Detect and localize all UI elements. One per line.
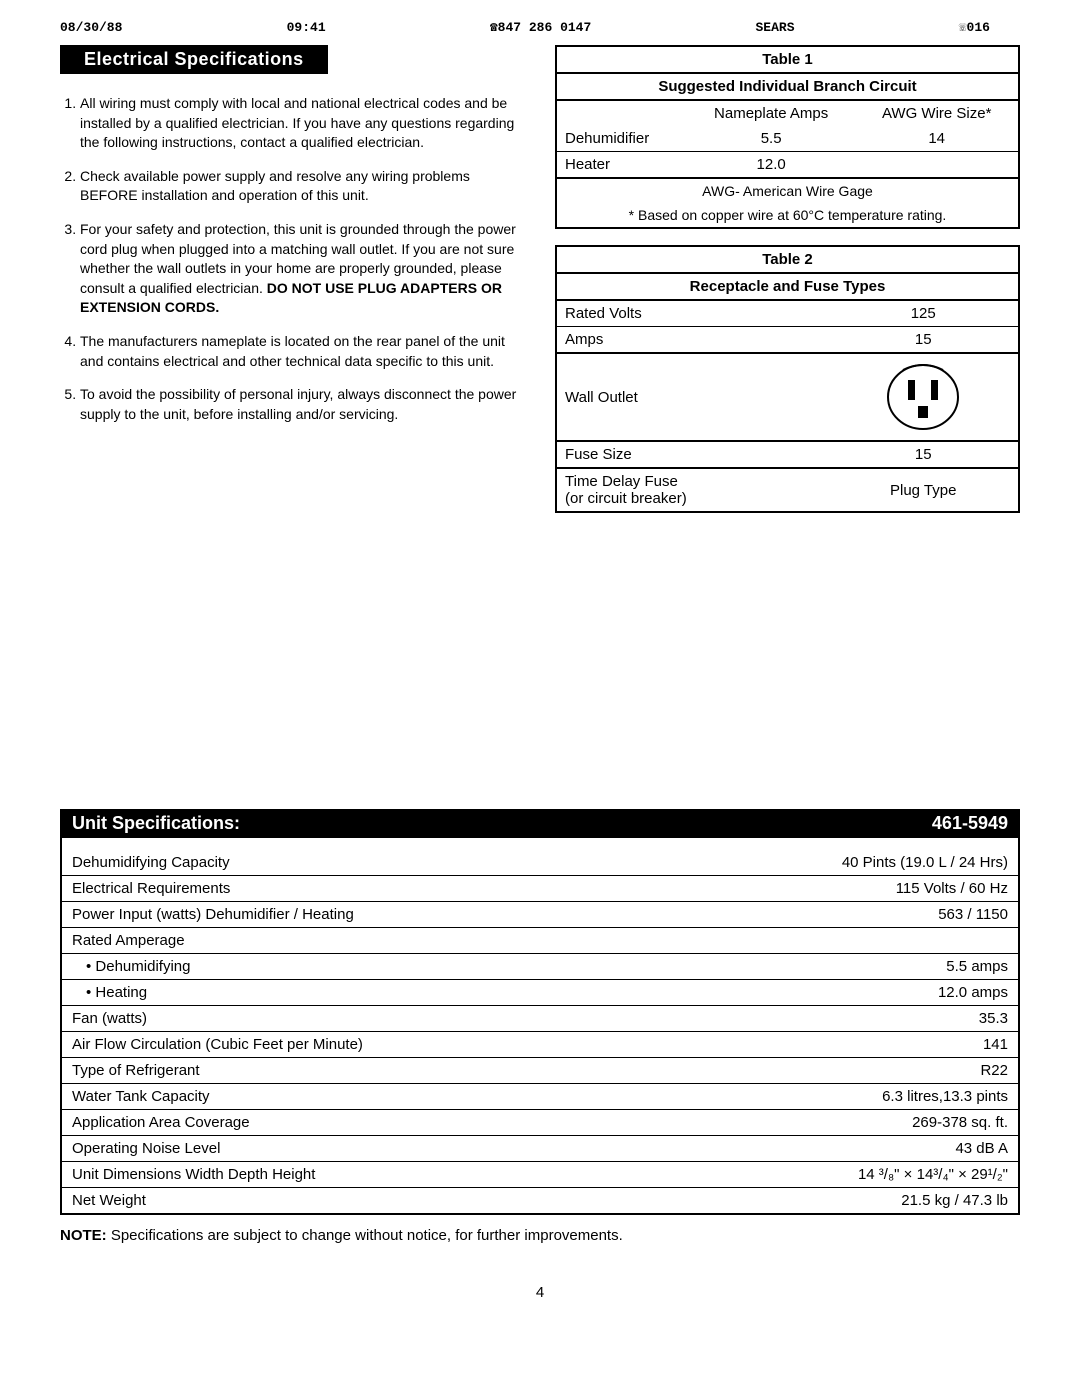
spec-r0-label: Dehumidifying Capacity bbox=[72, 854, 540, 871]
spec-r8-label: Type of Refrigerant bbox=[72, 1062, 540, 1079]
fax-date: 08/30/88 bbox=[60, 20, 122, 35]
table-2-r1c1: 15 bbox=[828, 327, 1019, 354]
table-2-outlet-cell bbox=[828, 353, 1019, 441]
spec-r13-label: Net Weight bbox=[72, 1192, 540, 1209]
spec-r3-val bbox=[540, 932, 1008, 949]
table-1-header-0 bbox=[556, 100, 687, 126]
table-1-header-1: Nameplate Amps bbox=[687, 100, 855, 126]
fax-header: 08/30/88 09:41 ☎847 286 0147 SEARS ☏016 bbox=[60, 20, 1020, 35]
fax-time: 09:41 bbox=[287, 20, 326, 35]
table-1: Table 1 Suggested Individual Branch Circ… bbox=[555, 45, 1020, 229]
spec-r11-val: 43 dB A bbox=[540, 1140, 1008, 1157]
note-line: NOTE: Specifications are subject to chan… bbox=[60, 1227, 1020, 1244]
spec-r4-val: 5.5 amps bbox=[547, 958, 1008, 975]
table-2-r4c0: Time Delay Fuse (or circuit breaker) bbox=[556, 468, 828, 512]
table-2-title: Table 2 bbox=[556, 246, 1019, 273]
electrical-list: All wiring must comply with local and na… bbox=[60, 94, 525, 424]
spec-r6-label: Fan (watts) bbox=[72, 1010, 540, 1027]
unit-spec-model: 461-5949 bbox=[932, 813, 1008, 834]
table-2: Table 2 Receptacle and Fuse Types Rated … bbox=[555, 245, 1020, 513]
spec-r11-label: Operating Noise Level bbox=[72, 1140, 540, 1157]
table-1-r0c2: 14 bbox=[855, 126, 1019, 152]
elec-item-3: For your safety and protection, this uni… bbox=[80, 220, 525, 318]
table-1-note-1: AWG- American Wire Gage bbox=[556, 178, 1019, 203]
fax-sender: SEARS bbox=[756, 20, 795, 35]
table-2-r3c1: 15 bbox=[828, 441, 1019, 468]
table-1-r1c1: 12.0 bbox=[687, 152, 855, 179]
spec-r8-val: R22 bbox=[540, 1062, 1008, 1079]
table-1-subtitle: Suggested Individual Branch Circuit bbox=[556, 73, 1019, 100]
wall-outlet-icon bbox=[883, 362, 963, 432]
table-2-r2c0: Wall Outlet bbox=[556, 353, 828, 441]
unit-specifications: Unit Specifications: 461-5949 Dehumidify… bbox=[60, 809, 1020, 1215]
spec-r10-val: 269-378 sq. ft. bbox=[540, 1114, 1008, 1131]
spec-r3-label: Rated Amperage bbox=[72, 932, 540, 949]
elec-item-5: To avoid the possibility of personal inj… bbox=[80, 385, 525, 424]
spec-r7-label: Air Flow Circulation (Cubic Feet per Min… bbox=[72, 1036, 540, 1053]
table-1-r0c0: Dehumidifier bbox=[556, 126, 687, 152]
spec-r10-label: Application Area Coverage bbox=[72, 1114, 540, 1131]
table-1-r0c1: 5.5 bbox=[687, 126, 855, 152]
spec-r5-label: • Heating bbox=[72, 984, 547, 1001]
spec-r2-label: Power Input (watts) Dehumidifier / Heati… bbox=[72, 906, 540, 923]
spec-r6-val: 35.3 bbox=[540, 1010, 1008, 1027]
table-1-r1c0: Heater bbox=[556, 152, 687, 179]
table-2-r0c0: Rated Volts bbox=[556, 300, 828, 327]
fax-no: ☎847 286 0147 bbox=[490, 20, 591, 35]
spec-r1-label: Electrical Requirements bbox=[72, 880, 540, 897]
spec-r2-val: 563 / 1150 bbox=[540, 906, 1008, 923]
unit-spec-body: Dehumidifying Capacity40 Pints (19.0 L /… bbox=[60, 838, 1020, 1215]
table-1-note-2: * Based on copper wire at 60°C temperatu… bbox=[556, 203, 1019, 228]
table-2-r4c1: Plug Type bbox=[828, 468, 1019, 512]
page-number: 4 bbox=[60, 1284, 1020, 1301]
elec-item-4: The manufacturers nameplate is located o… bbox=[80, 332, 525, 371]
fax-pagecode: ☏016 bbox=[959, 20, 990, 35]
unit-spec-title: Unit Specifications: bbox=[72, 813, 240, 834]
table-1-header-2: AWG Wire Size* bbox=[855, 100, 1019, 126]
table-2-r1c0: Amps bbox=[556, 327, 828, 354]
spec-r12-label: Unit Dimensions Width Depth Height bbox=[72, 1166, 540, 1183]
table-2-r3c0: Fuse Size bbox=[556, 441, 828, 468]
elec-item-1: All wiring must comply with local and na… bbox=[80, 94, 525, 153]
table-2-subtitle: Receptacle and Fuse Types bbox=[556, 273, 1019, 300]
spec-r0-val: 40 Pints (19.0 L / 24 Hrs) bbox=[540, 854, 1008, 871]
spec-r9-label: Water Tank Capacity bbox=[72, 1088, 540, 1105]
spec-r4-label: • Dehumidifying bbox=[72, 958, 547, 975]
table-2-r0c1: 125 bbox=[828, 300, 1019, 327]
section-title: Electrical Specifications bbox=[60, 45, 328, 74]
spec-r13-val: 21.5 kg / 47.3 lb bbox=[540, 1192, 1008, 1209]
elec-item-2: Check available power supply and resolve… bbox=[80, 167, 525, 206]
table-1-title: Table 1 bbox=[556, 46, 1019, 73]
table-1-r1c2 bbox=[855, 152, 1019, 179]
spec-r1-val: 115 Volts / 60 Hz bbox=[540, 880, 1008, 897]
spec-r12-val: 14 ³/₈" × 14³/₄" × 29¹/₂" bbox=[540, 1166, 1008, 1183]
spec-r7-val: 141 bbox=[540, 1036, 1008, 1053]
spec-r9-val: 6.3 litres,13.3 pints bbox=[540, 1088, 1008, 1105]
spec-r5-val: 12.0 amps bbox=[547, 984, 1008, 1001]
